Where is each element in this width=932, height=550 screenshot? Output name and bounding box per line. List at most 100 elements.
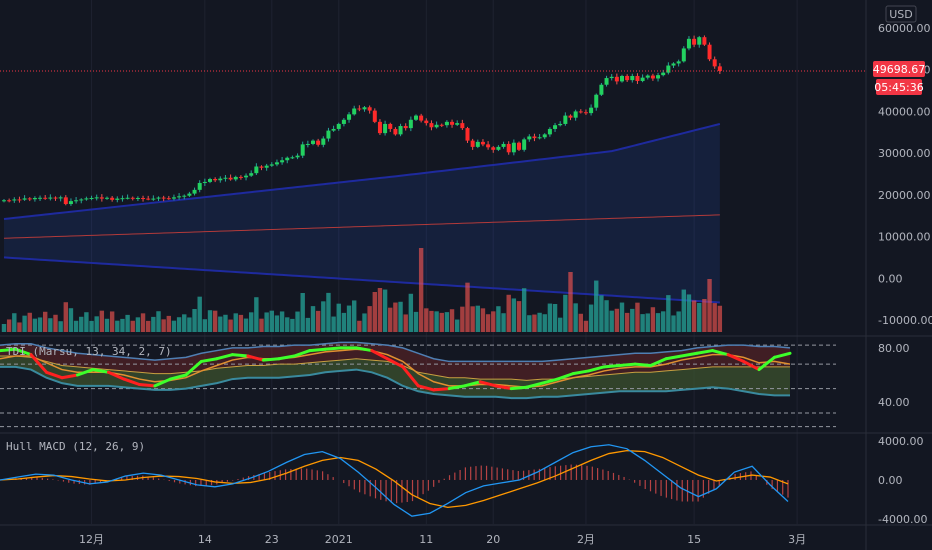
volume-bar	[27, 312, 32, 332]
macd-signal-line	[0, 449, 789, 509]
candle-body	[177, 196, 182, 198]
tdi-band-fill	[0, 342, 790, 399]
x-tick-label: 20	[486, 533, 500, 546]
candle-body	[357, 108, 362, 110]
tdi-fast-segment	[463, 380, 482, 388]
tdi-fast-segment	[726, 353, 746, 363]
volume-bar	[182, 314, 187, 332]
candle-body	[2, 200, 6, 202]
volume-bar	[305, 317, 311, 332]
candle-body	[48, 197, 53, 199]
volume-bar	[717, 305, 723, 332]
candle-body	[383, 123, 388, 134]
volume-bar	[12, 313, 17, 332]
bb-middle-line	[3, 214, 720, 239]
x-tick-label: 23	[265, 533, 279, 546]
price-tick-label: 10000.00	[878, 231, 931, 244]
tdi-fast-segment	[106, 370, 126, 381]
candle-body	[697, 37, 702, 45]
volume-bar	[686, 294, 692, 332]
tdi-fast-segment	[246, 354, 265, 362]
volume-bar	[501, 313, 506, 332]
candle-body	[192, 189, 197, 194]
candle-body	[594, 94, 599, 108]
candle-body	[625, 75, 630, 81]
tdi-fast-segment	[230, 353, 250, 358]
candle-body	[130, 197, 135, 199]
volume-bar	[424, 308, 429, 332]
candle-body	[547, 128, 552, 135]
volume-bar	[197, 296, 202, 332]
volume-bar	[382, 289, 388, 332]
volume-bar	[681, 289, 686, 332]
tdi-signal-line	[0, 348, 791, 388]
candle-body	[58, 197, 63, 199]
candle-body	[89, 197, 94, 199]
candle-body	[280, 160, 285, 163]
volume-bar	[120, 318, 125, 332]
macd-tick-label: 4000.00	[878, 435, 924, 448]
macd-line	[0, 444, 789, 517]
x-tick-label: 14	[198, 533, 212, 546]
volume-bar	[130, 320, 135, 332]
candle-body	[68, 201, 73, 205]
candle-body	[377, 121, 382, 134]
hull-macd-title[interactable]: Hull MACD (12, 26, 9)	[6, 440, 145, 453]
volume-bar	[547, 303, 553, 332]
price-tick-label: -10000.00	[878, 314, 932, 327]
candle-body	[434, 124, 439, 128]
candle-body	[38, 197, 43, 199]
macd-tick-label: -4000.00	[878, 513, 927, 526]
volume-bar	[532, 314, 537, 332]
volume-bar	[156, 311, 161, 332]
volume-bar	[537, 312, 542, 332]
tdi-fast-segment	[29, 353, 48, 374]
candle-body	[496, 146, 501, 150]
volume-bar	[583, 320, 589, 332]
volume-bar	[279, 311, 285, 332]
volume-bar	[465, 282, 470, 332]
volume-bar	[212, 310, 218, 332]
candle-body	[182, 195, 187, 197]
tdi-fast-segment	[757, 355, 777, 372]
tdi-fast-segment	[587, 365, 606, 373]
volume-bar	[104, 318, 110, 332]
candle-body	[717, 66, 722, 71]
candle-body	[686, 38, 691, 49]
bollinger-band	[3, 122, 721, 304]
x-tick-label: 11	[419, 533, 433, 546]
candle-body	[228, 177, 233, 180]
volume-bar	[496, 306, 501, 332]
candle-body	[125, 197, 130, 199]
tdi-fast-segment	[540, 377, 560, 385]
volume-bar	[455, 319, 460, 332]
candle-body	[341, 119, 346, 124]
volume-bar	[413, 311, 419, 332]
candle-body	[32, 197, 37, 200]
tdi-fast-segment	[633, 362, 653, 367]
tdi-fast-segment	[447, 384, 467, 391]
volume-bar	[37, 317, 43, 332]
candle-body	[558, 123, 563, 126]
volume-bar	[429, 310, 434, 332]
volume-bar	[661, 311, 666, 332]
volume-bar	[207, 310, 213, 332]
tdi-fast-segment	[261, 357, 281, 362]
volume-bar	[707, 279, 712, 332]
volume-bar	[346, 305, 352, 332]
candle-body	[475, 141, 480, 147]
candle-body	[120, 198, 125, 200]
candle-body	[17, 199, 22, 201]
candle-body	[692, 38, 697, 45]
volume-bar	[53, 314, 58, 332]
price-tick-label: 0.00	[878, 272, 903, 285]
volume-bar	[84, 312, 89, 332]
tdi-title[interactable]: TDI (Marsu, 13, 34, 2, 7)	[6, 345, 172, 358]
candle-body	[347, 114, 352, 120]
candle-body	[630, 75, 635, 81]
candle-body	[7, 200, 12, 202]
currency-box[interactable]	[885, 5, 917, 23]
volume-bar	[63, 302, 68, 332]
